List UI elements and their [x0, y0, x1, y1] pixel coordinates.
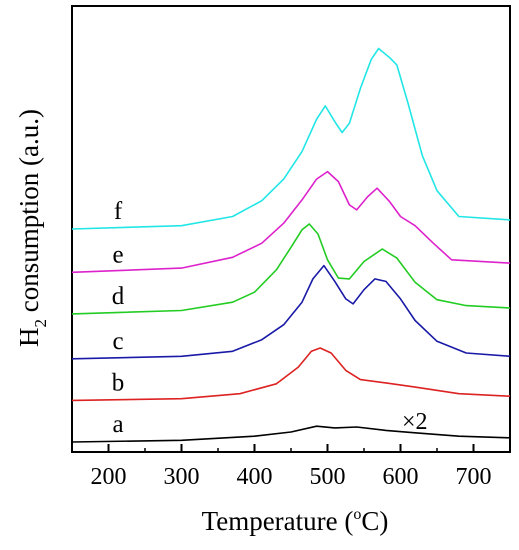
y-axis-title: H2 consumption (a.u.)	[14, 109, 50, 347]
scale-annotation: ×2	[402, 409, 428, 435]
series-line-e	[71, 170, 511, 274]
curve-label-e: e	[112, 241, 123, 268]
x-ticks: 200 300 400 500 600 700	[71, 444, 511, 490]
series-line-f	[71, 47, 511, 230]
series-line-a	[71, 425, 511, 443]
x-tick-label: 400	[237, 464, 273, 490]
y-axis-title-main: H	[14, 327, 44, 347]
series-line-b	[71, 347, 511, 402]
curves	[71, 47, 511, 443]
plot-frame	[71, 5, 511, 453]
curve-label-c: c	[112, 328, 123, 355]
x-axis-title-end: C)	[361, 506, 388, 536]
curve-label-b: b	[112, 369, 125, 396]
y-axis-title-sub: 2	[31, 319, 50, 328]
x-axis-title-main: Temperature (	[202, 506, 354, 536]
curve-label-a: a	[112, 411, 123, 438]
y-axis-title-end: consumption (a.u.)	[14, 109, 44, 319]
x-tick-label: 200	[91, 464, 127, 490]
x-tick-label: 300	[164, 464, 200, 490]
x-tick-label: 500	[310, 464, 346, 490]
series-line-d	[71, 223, 511, 315]
x-axis-title-sup: o	[353, 506, 361, 523]
x-axis-title: Temperature (oC)	[202, 506, 389, 536]
curve-label-d: d	[112, 283, 125, 310]
x-tick-label: 700	[456, 464, 492, 490]
series-line-c	[71, 264, 511, 360]
curve-label-f: f	[114, 198, 123, 225]
x-tick-label: 600	[383, 464, 419, 490]
